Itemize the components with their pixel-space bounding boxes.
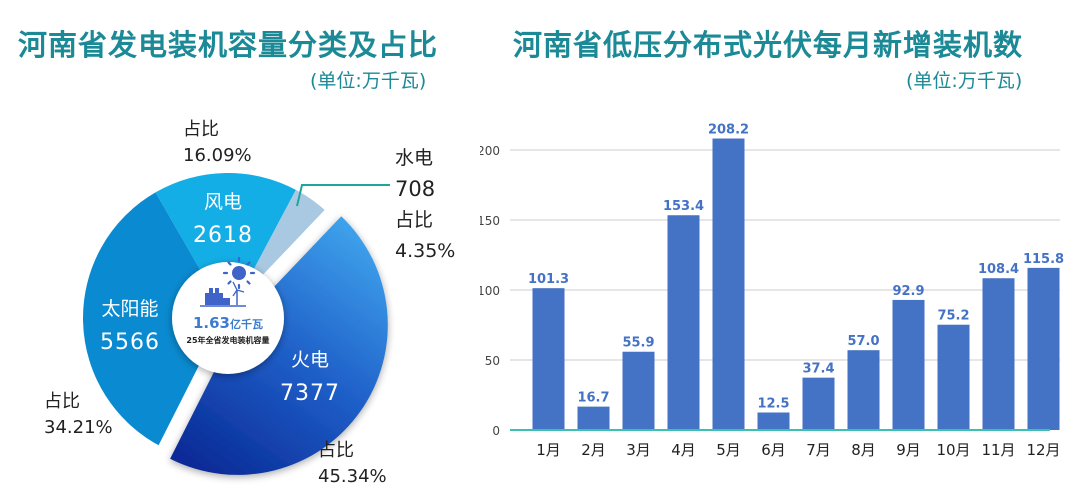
solar-name: 太阳能 [101, 298, 159, 320]
x-tick-label: 9月 [896, 441, 921, 459]
center-circle [172, 262, 284, 374]
center-total-value: 1.63亿千瓦 [193, 314, 263, 332]
bar-value-label: 108.4 [978, 262, 1019, 277]
bar-value-label: 101.3 [528, 272, 569, 287]
bar [802, 377, 835, 430]
hydro-name: 水电 [395, 147, 434, 169]
bar [712, 138, 745, 430]
hydro-label: 水电 708 占比 4.35% [395, 143, 455, 267]
y-tick-label: 0 [492, 424, 500, 438]
donut-chart: 1.63亿千瓦 25年全省发电装机容量 [82, 172, 390, 477]
thermal-slice-label: 火电 7377 [270, 343, 350, 411]
x-tick-label: 2月 [581, 441, 606, 459]
bar-value-label: 55.9 [622, 336, 654, 351]
hydro-leader-line [296, 184, 390, 207]
solar-share: 34.21% [44, 417, 113, 438]
center-caption: 25年全省发电装机容量 [186, 335, 269, 345]
wind-name: 风电 [203, 191, 242, 213]
bar-value-label: 153.4 [663, 199, 704, 214]
x-tick-label: 10月 [936, 441, 970, 459]
x-tick-label: 6月 [761, 441, 786, 459]
hydro-value: 708 [395, 177, 436, 201]
bar [892, 299, 925, 430]
bar [1027, 267, 1060, 430]
thermal-share-label: 占比 45.34% [318, 438, 387, 490]
bar [847, 350, 880, 430]
wind-share: 16.09% [183, 145, 252, 166]
x-tick-label: 7月 [806, 441, 831, 459]
wind-slice-label: 风电 2618 [183, 185, 263, 253]
left-chart-unit: (单位:万千瓦) [310, 70, 427, 92]
right-chart-unit: (单位:万千瓦) [906, 70, 1023, 92]
bar [667, 215, 700, 430]
bar [937, 324, 970, 430]
x-tick-label: 12月 [1026, 441, 1060, 459]
thermal-value: 7377 [280, 381, 340, 406]
bar [532, 288, 565, 430]
bar-value-label: 37.4 [802, 362, 834, 377]
thermal-slice [170, 216, 388, 475]
bar [577, 406, 610, 430]
bar [982, 278, 1015, 430]
x-tick-label: 1月 [536, 441, 561, 459]
right-chart-title: 河南省低压分布式光伏每月新增装机数 [513, 28, 1024, 62]
solar-share-label: 占比 34.21% [44, 389, 113, 441]
thermal-share: 45.34% [318, 466, 387, 487]
bar-value-label: 75.2 [937, 309, 969, 324]
solar-slice-label: 太阳能 5566 [90, 292, 170, 360]
x-tick-label: 4月 [671, 441, 696, 459]
x-tick-label: 11月 [981, 441, 1015, 459]
y-tick-label: 100 [480, 284, 500, 298]
x-tick-label: 5月 [716, 441, 741, 459]
y-tick-label: 50 [485, 354, 500, 368]
bar [622, 351, 655, 430]
bar-value-label: 16.7 [577, 391, 609, 406]
wind-share-label: 占比 16.09% [183, 117, 252, 169]
bar-value-label: 57.0 [847, 334, 879, 349]
bar-chart: 0 50 100 150 200 101.3 1月 16.7 2月 55.9 3月 153.4 4月 20… [480, 123, 1064, 459]
bar [757, 412, 790, 430]
bar-value-label: 12.5 [757, 397, 789, 412]
thermal-name: 火电 [290, 349, 329, 371]
y-tick-label: 200 [480, 144, 500, 158]
wind-value: 2618 [193, 223, 253, 248]
y-tick-label: 150 [480, 214, 500, 228]
factory-solar-wind-icon [200, 256, 256, 307]
solar-value: 5566 [100, 330, 160, 355]
bar-value-label: 92.9 [892, 284, 924, 299]
x-tick-label: 8月 [851, 441, 876, 459]
hydro-share: 4.35% [395, 240, 456, 262]
wind-slice [155, 172, 296, 318]
x-tick-label: 3月 [626, 441, 651, 459]
bar-value-label: 115.8 [1023, 252, 1064, 267]
left-chart-title: 河南省发电装机容量分类及占比 [18, 28, 439, 62]
bar-value-label: 208.2 [708, 123, 749, 138]
